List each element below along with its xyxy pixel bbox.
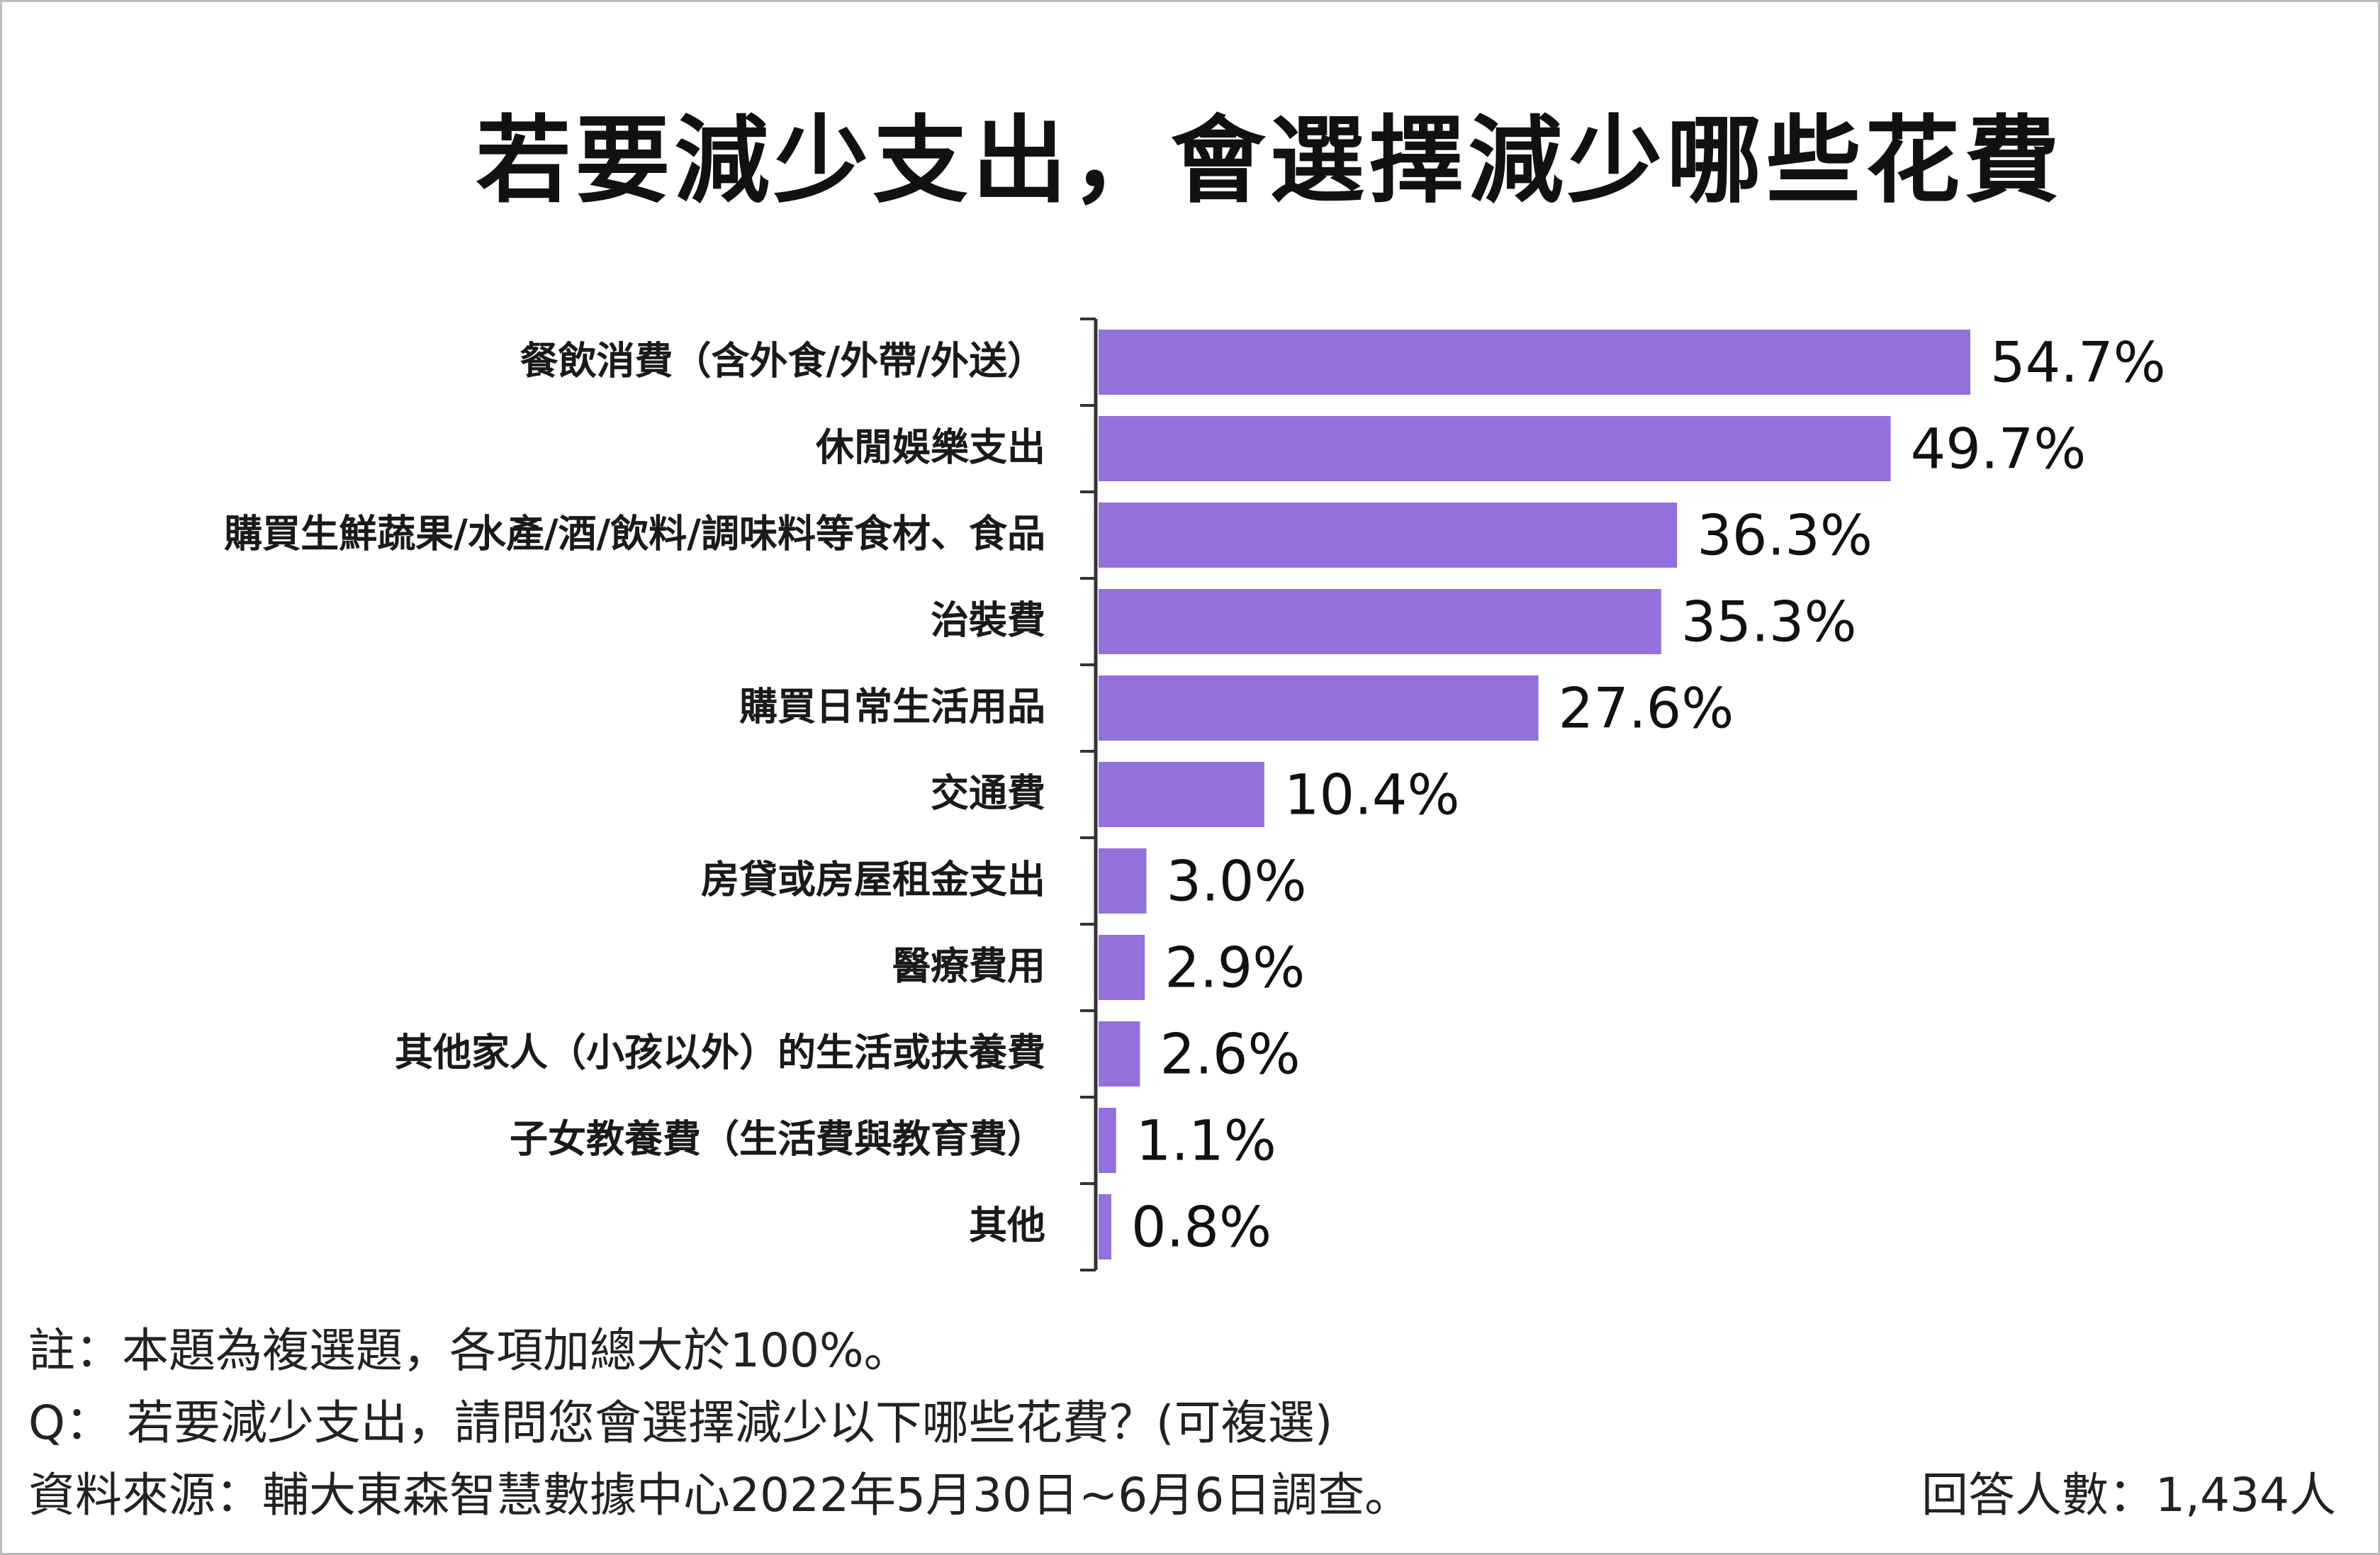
labels-layer: 餐飲消費（含外食/外帶/外送） 54.7% 休閒娛樂支出 49.7% 購買生鮮蔬果/水產… [224, 331, 2166, 1259]
bar [1099, 589, 1661, 654]
category-label: 餐飲消費（含外食/外帶/外送） [520, 339, 1045, 383]
bar [1099, 935, 1145, 1000]
value-label: 54.7% [1990, 331, 2166, 395]
category-label: 購買生鮮蔬果/水產/酒/飲料/調味料等食材、食品 [224, 512, 1045, 556]
bar [1099, 675, 1539, 741]
value-label: 36.3% [1697, 504, 1873, 568]
value-label: 3.0% [1166, 850, 1306, 914]
respondent-count: 回答人數：1,434人 [1921, 1468, 2336, 1522]
value-label: 49.7% [1911, 417, 2087, 481]
footnote-source: 資料來源：輔大東森智慧數據中心2022年5月30日~6月6日調查。 [28, 1468, 1412, 1522]
category-label: 購買日常生活用品 [739, 685, 1045, 729]
value-label: 2.6% [1160, 1023, 1300, 1087]
bar [1099, 416, 1891, 481]
category-label: 醫療費用 [892, 944, 1045, 989]
bar [1099, 1194, 1111, 1259]
bar-chart: 餐飲消費（含外食/外帶/外送） 54.7% 休閒娛樂支出 49.7% 購買生鮮蔬果/水產… [224, 318, 2166, 1271]
footnote-question: Q： 若要減少支出，請問您會選擇減少以下哪些花費？(可複選) [28, 1396, 1333, 1450]
footnote-multi-choice: 註：本題為複選題，各項加總大於100%。 [28, 1323, 911, 1378]
category-label: 休閒娛樂支出 [815, 425, 1045, 470]
category-label: 房貸或房屋租金支出 [701, 858, 1045, 902]
chart-title: 若要減少支出，會選擇減少哪些花費 [476, 106, 2064, 216]
value-label: 1.1% [1136, 1109, 1276, 1173]
category-label: 子女教養費（生活費與教育費） [510, 1117, 1045, 1162]
value-label: 35.3% [1681, 590, 1857, 654]
category-label: 治裝費 [931, 598, 1045, 643]
bar [1099, 330, 1970, 395]
bars-layer [1099, 330, 1970, 1259]
value-label: 27.6% [1559, 677, 1734, 741]
bar [1099, 1108, 1116, 1173]
category-label: 其他家人（小孩以外）的生活或扶養費 [395, 1031, 1045, 1075]
bar [1099, 762, 1264, 827]
value-label: 10.4% [1284, 763, 1460, 827]
value-label: 2.9% [1164, 936, 1305, 1000]
bar [1099, 503, 1678, 568]
category-label: 其他 [969, 1203, 1045, 1248]
bar [1099, 1021, 1140, 1087]
bar [1099, 848, 1147, 914]
value-label: 0.8% [1131, 1196, 1272, 1259]
category-label: 交通費 [931, 771, 1045, 816]
axis-layer [1080, 318, 1098, 1271]
